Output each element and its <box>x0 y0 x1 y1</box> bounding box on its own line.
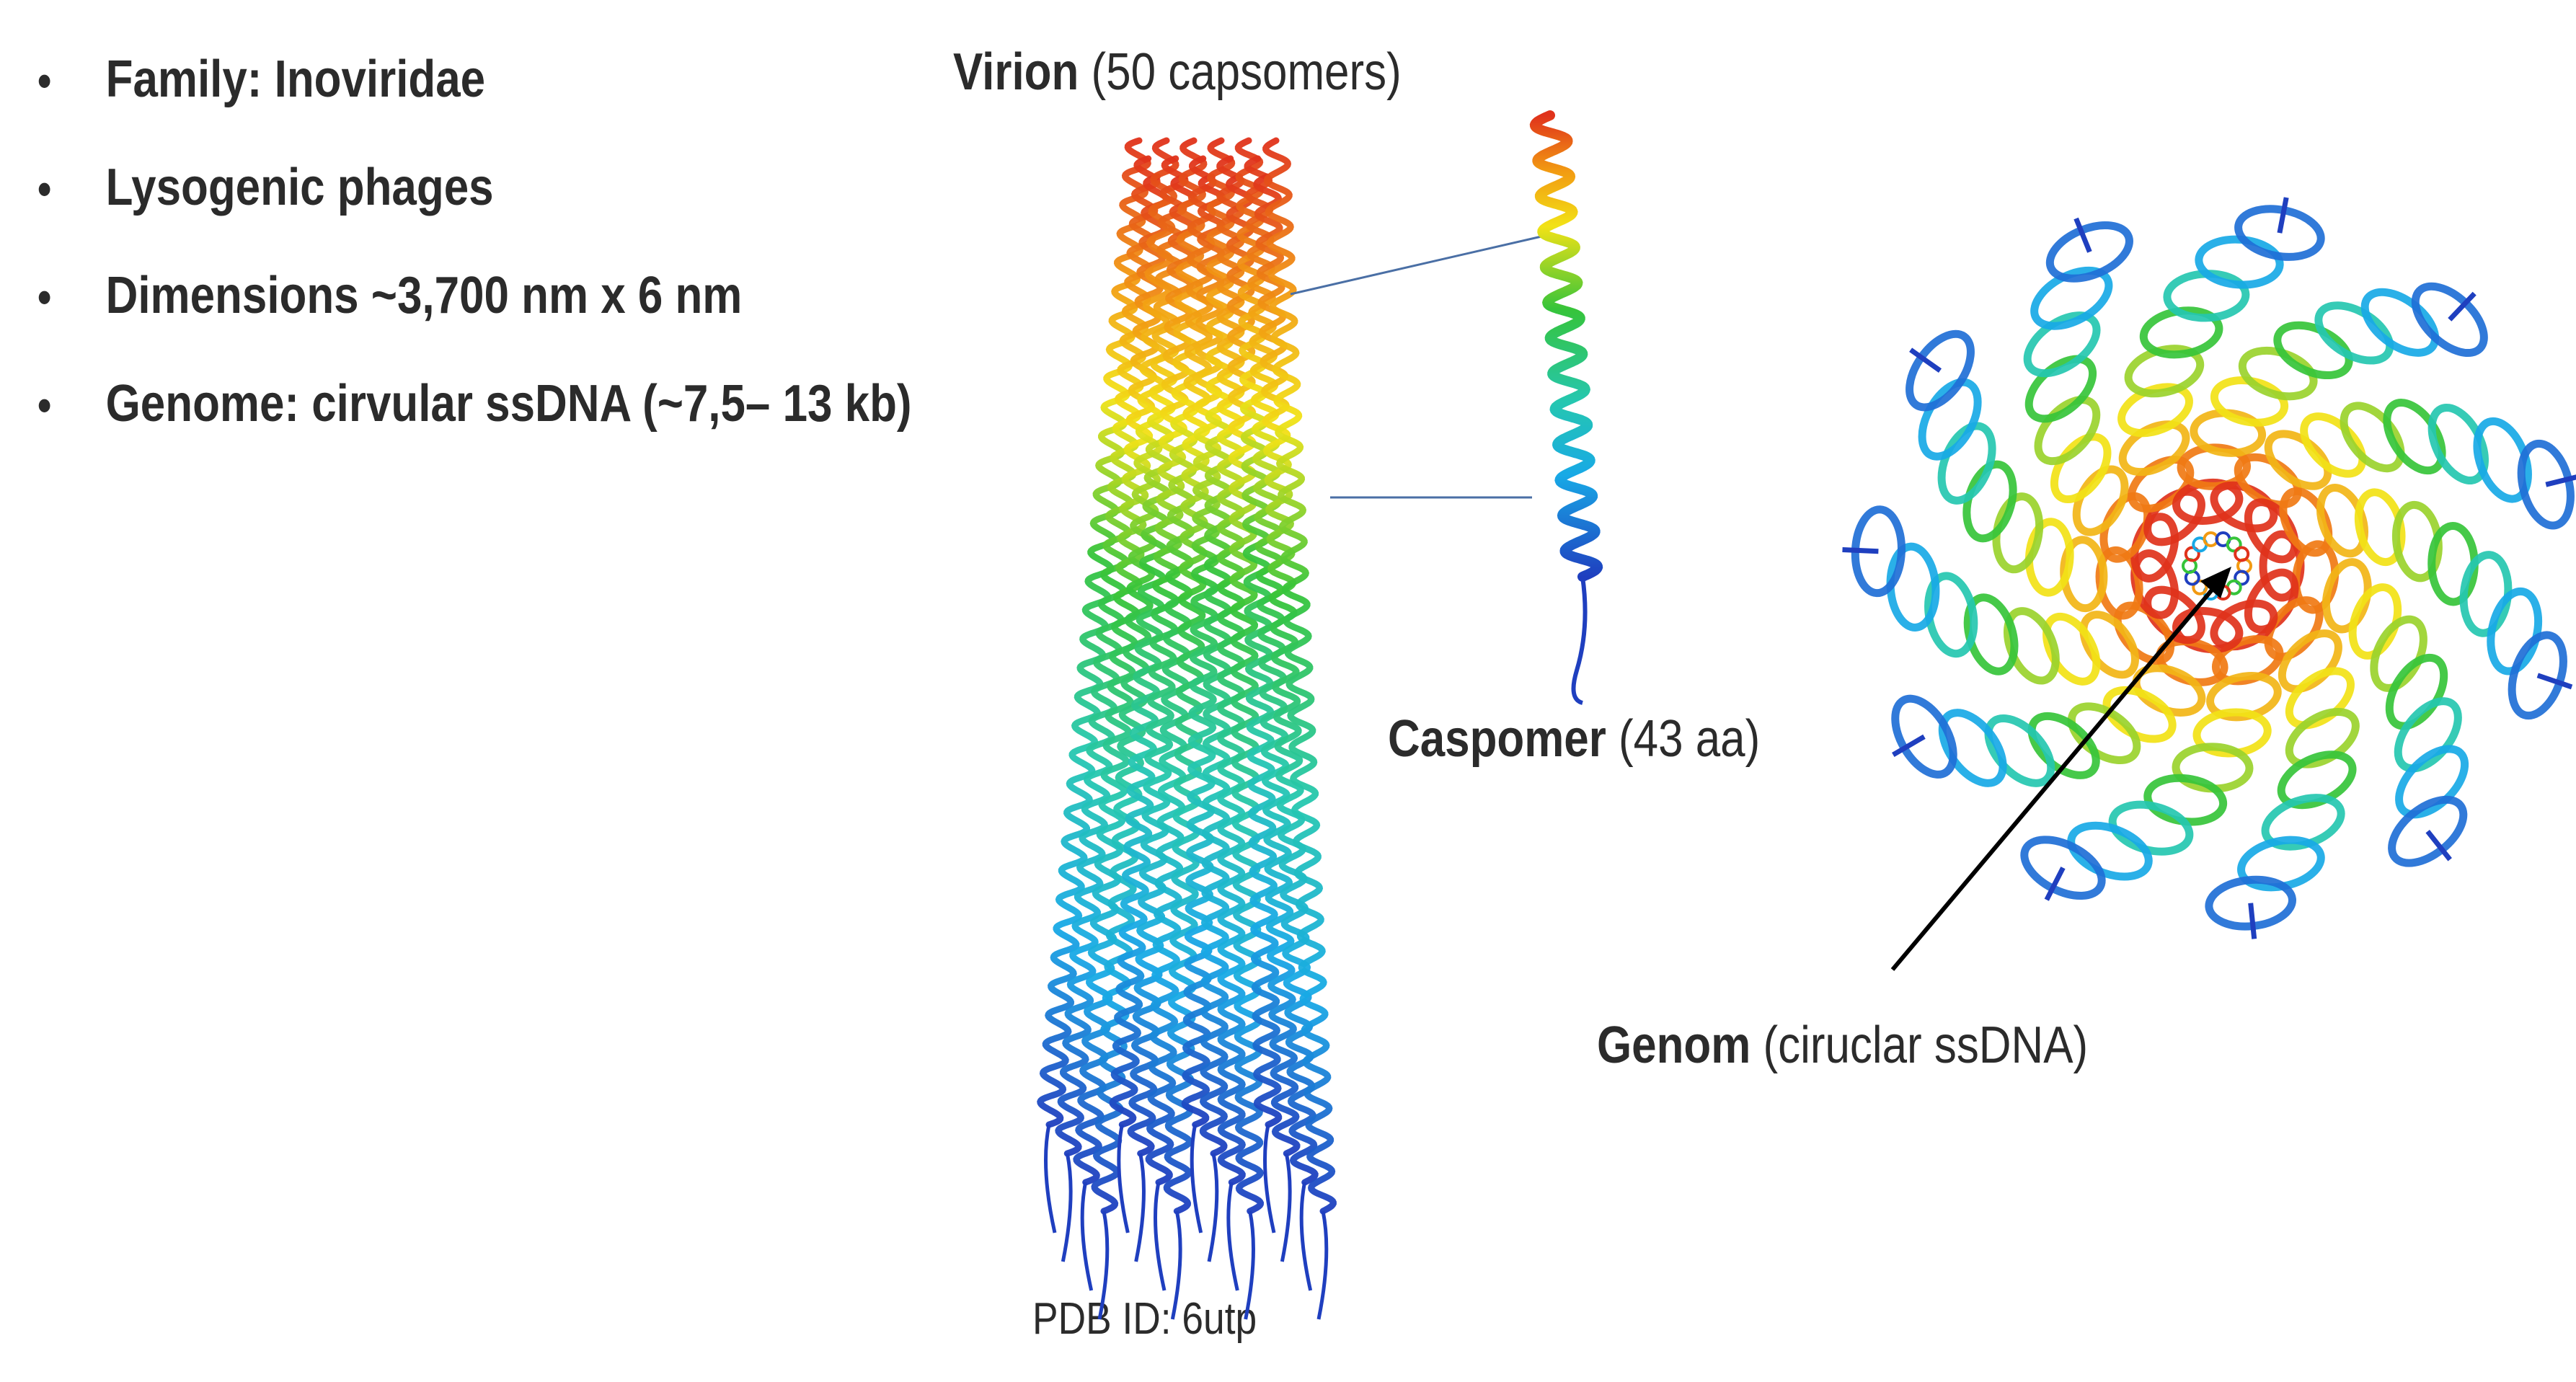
virion-cross-section <box>1842 197 2576 939</box>
connector-line-top <box>1290 235 1542 296</box>
virion-strand-tail <box>1061 1153 1073 1262</box>
bullet-dot-icon: • <box>37 379 52 431</box>
cross-section-tail <box>2536 673 2573 690</box>
virion-strand-tail <box>1097 1210 1110 1320</box>
cross-section-ring <box>1918 378 1982 461</box>
cross-section-tail <box>2448 291 2477 322</box>
cross-section-arm <box>2172 282 2488 525</box>
cross-section-arm <box>2205 568 2360 939</box>
virion-strand-tail <box>1117 1124 1130 1233</box>
virion-strand-tail <box>1134 1153 1146 1262</box>
bullet-lifecycle: • Lysogenic phages <box>29 151 912 260</box>
virion-strand-tail <box>1263 1124 1276 1233</box>
bullet-family: • Family: Inoviridae <box>29 43 912 151</box>
virion-label-bold: Virion <box>953 43 1079 101</box>
virion-strand-tail <box>1226 1182 1239 1291</box>
cross-section-ring <box>2314 301 2394 365</box>
genome-ssdna-core <box>2182 531 2252 601</box>
genome-atom <box>2226 536 2242 553</box>
cross-section-ring <box>2050 433 2112 504</box>
virion-label: Virion (50 capsomers) <box>953 43 1402 101</box>
cross-section-ring <box>2459 551 2513 637</box>
pdb-id-label: PDB ID: 6utp <box>1032 1294 1257 1344</box>
cross-section-tail <box>1892 734 1926 758</box>
capsomer-label-detail: (43 aa) <box>1606 710 1761 768</box>
cross-section-tail <box>2044 867 2066 901</box>
cross-section-arm <box>2117 197 2325 546</box>
virion-strand-tail <box>1190 1124 1203 1233</box>
cross-section-ring <box>2385 653 2448 730</box>
capsomer-tail <box>1571 576 1588 705</box>
virion-strand-tail <box>1080 1182 1094 1291</box>
bullet-dot-icon: • <box>37 163 52 215</box>
virion-strand-tail <box>1299 1182 1313 1291</box>
virion-strand-tail <box>1207 1153 1219 1262</box>
capsomer-label-bold: Caspomer <box>1388 710 1606 768</box>
capsomer-label: Caspomer (43 aa) <box>1388 710 1760 768</box>
virion-strand-tail <box>1280 1153 1292 1262</box>
bullet-text: Genome: cirvular ssDNA (~7,5– 13 kb) <box>105 375 912 433</box>
virion-strand-tail <box>1044 1124 1057 1233</box>
genom-label: Genom (ciruclar ssDNA) <box>1597 1016 2088 1074</box>
cross-section-ring <box>2285 667 2355 730</box>
virion-strand <box>1262 137 1337 1215</box>
virion-label-detail: (50 capsomers) <box>1079 43 1402 101</box>
bullet-dot-icon: • <box>37 271 52 323</box>
cross-section-arm <box>1891 607 2244 787</box>
bullet-genome: • Genome: cirvular ssDNA (~7,5– 13 kb) <box>29 368 912 476</box>
cross-section-arm <box>1906 329 2179 620</box>
bullet-dimensions: • Dimensions ~3,700 nm x 6 nm <box>29 260 912 368</box>
cross-section-tail <box>2545 474 2576 487</box>
cross-section-arm <box>2020 599 2284 901</box>
capsomer-strand <box>1529 110 1603 582</box>
cross-section-ring <box>2027 712 2100 779</box>
genome-atom <box>2234 546 2250 562</box>
cross-section-tail <box>2425 830 2452 861</box>
virion-strand-tail <box>1170 1210 1182 1320</box>
virion-strand-tail <box>1316 1210 1329 1320</box>
feature-bullet-list: • Family: Inoviridae • Lysogenic phages • D… <box>29 43 1055 476</box>
virion-strand-tail <box>1244 1210 1255 1320</box>
cross-section-ring <box>2067 702 2141 765</box>
cross-section-tail <box>2277 197 2289 234</box>
cross-section-ring <box>2394 697 2462 773</box>
genom-label-detail: (ciruclar ssDNA) <box>1750 1016 2089 1074</box>
bullet-text: Dimensions ~3,700 nm x 6 nm <box>105 267 743 324</box>
cross-section-arm <box>2210 399 2576 533</box>
cross-section-arm <box>2259 530 2469 867</box>
bullet-text: Lysogenic phages <box>105 159 494 216</box>
cross-section-tail <box>2073 217 2092 253</box>
bullet-text: Family: Inoviridae <box>105 50 486 108</box>
genom-label-bold: Genom <box>1597 1016 1751 1074</box>
capsomer-helix <box>1529 110 1603 705</box>
cross-section-tail <box>1842 547 1879 554</box>
cross-section-ring <box>2517 439 2575 530</box>
cross-section-arm <box>2244 484 2573 720</box>
cross-section-ring <box>2034 396 2101 466</box>
cross-section-ring <box>2264 430 2332 490</box>
cross-section-ring <box>2340 402 2405 473</box>
genome-pointer-arrow <box>1890 583 2219 971</box>
cross-section-ring <box>2279 487 2333 557</box>
cross-section-tail <box>2248 903 2257 939</box>
cross-section-ring <box>1906 329 1975 412</box>
cross-section-ring <box>2278 629 2342 694</box>
virion-strand <box>1225 173 1265 1215</box>
cross-section-ring <box>2360 288 2440 357</box>
cross-section-arm <box>2023 217 2179 583</box>
bullet-dot-icon: • <box>37 55 52 107</box>
cross-section-arm <box>1842 505 2205 686</box>
cross-section-ring <box>2300 412 2367 478</box>
virion-strand-tail <box>1154 1182 1167 1291</box>
virion-helix-bundle <box>1037 137 1337 1320</box>
genome-atom <box>2192 579 2208 595</box>
cross-section-tail <box>1909 347 1942 373</box>
genome-atom <box>2184 546 2200 562</box>
genome-atom <box>2234 570 2250 586</box>
cross-section-ring <box>2079 611 2139 679</box>
arrow-head-icon <box>2200 567 2231 598</box>
